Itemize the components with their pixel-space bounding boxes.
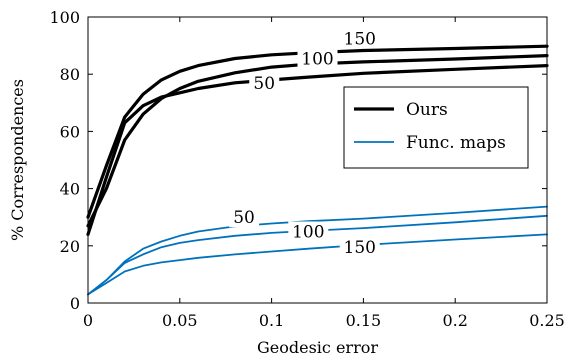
curve-label: 100 (301, 49, 333, 69)
x-axis-label: Geodesic error (257, 338, 378, 357)
curves (86, 44, 549, 296)
series-line-ours-100 (86, 54, 549, 228)
y-tick-label: 0 (70, 294, 80, 313)
curve-label-bg (339, 28, 380, 49)
y-axis-label: % Correspondences (8, 79, 27, 241)
curve-label-bg (339, 237, 380, 258)
curve-label: 100 (292, 223, 324, 243)
y-tick-label: 20 (60, 237, 80, 256)
x-tick-label: 0.1 (259, 311, 284, 330)
curve-label: 150 (344, 29, 376, 49)
x-tick-label: 0.05 (162, 311, 198, 330)
series-line-ours-150 (86, 44, 549, 219)
curve-label: 150 (344, 238, 376, 258)
y-tick-label: 100 (49, 8, 80, 27)
series-line-func-maps-100 (87, 214, 548, 296)
x-tick-label: 0.25 (529, 311, 565, 330)
curve-label-bg (229, 207, 260, 228)
curve-label-bg (288, 221, 329, 242)
y-tick-label: 80 (60, 65, 80, 84)
x-tick-label: 0.15 (346, 311, 382, 330)
x-tick-label: 0.2 (442, 311, 467, 330)
series-line-ours-50 (86, 63, 549, 236)
tick-labels: 0 0.05 0.1 0.15 0.2 0.25 0 20 40 60 80 100 (49, 8, 564, 330)
curve-label: 50 (233, 208, 255, 228)
curve-label: 50 (253, 74, 275, 94)
y-tick-label: 40 (60, 180, 80, 199)
curve-label-bg (249, 72, 280, 93)
plot-frame (87, 16, 548, 304)
curve-labels: 150 100 50 50 100 150 (229, 28, 380, 258)
y-tick-label: 60 (60, 122, 80, 141)
series-line-func-maps-50 (87, 205, 548, 296)
curve-label-bg (297, 48, 338, 69)
legend: Ours Func. maps (343, 86, 529, 169)
axis-ticks (87, 16, 548, 304)
legend-label: Ours (406, 100, 448, 120)
legend-box (343, 86, 529, 169)
x-tick-label: 0 (83, 311, 93, 330)
legend-label: Func. maps (406, 133, 506, 153)
